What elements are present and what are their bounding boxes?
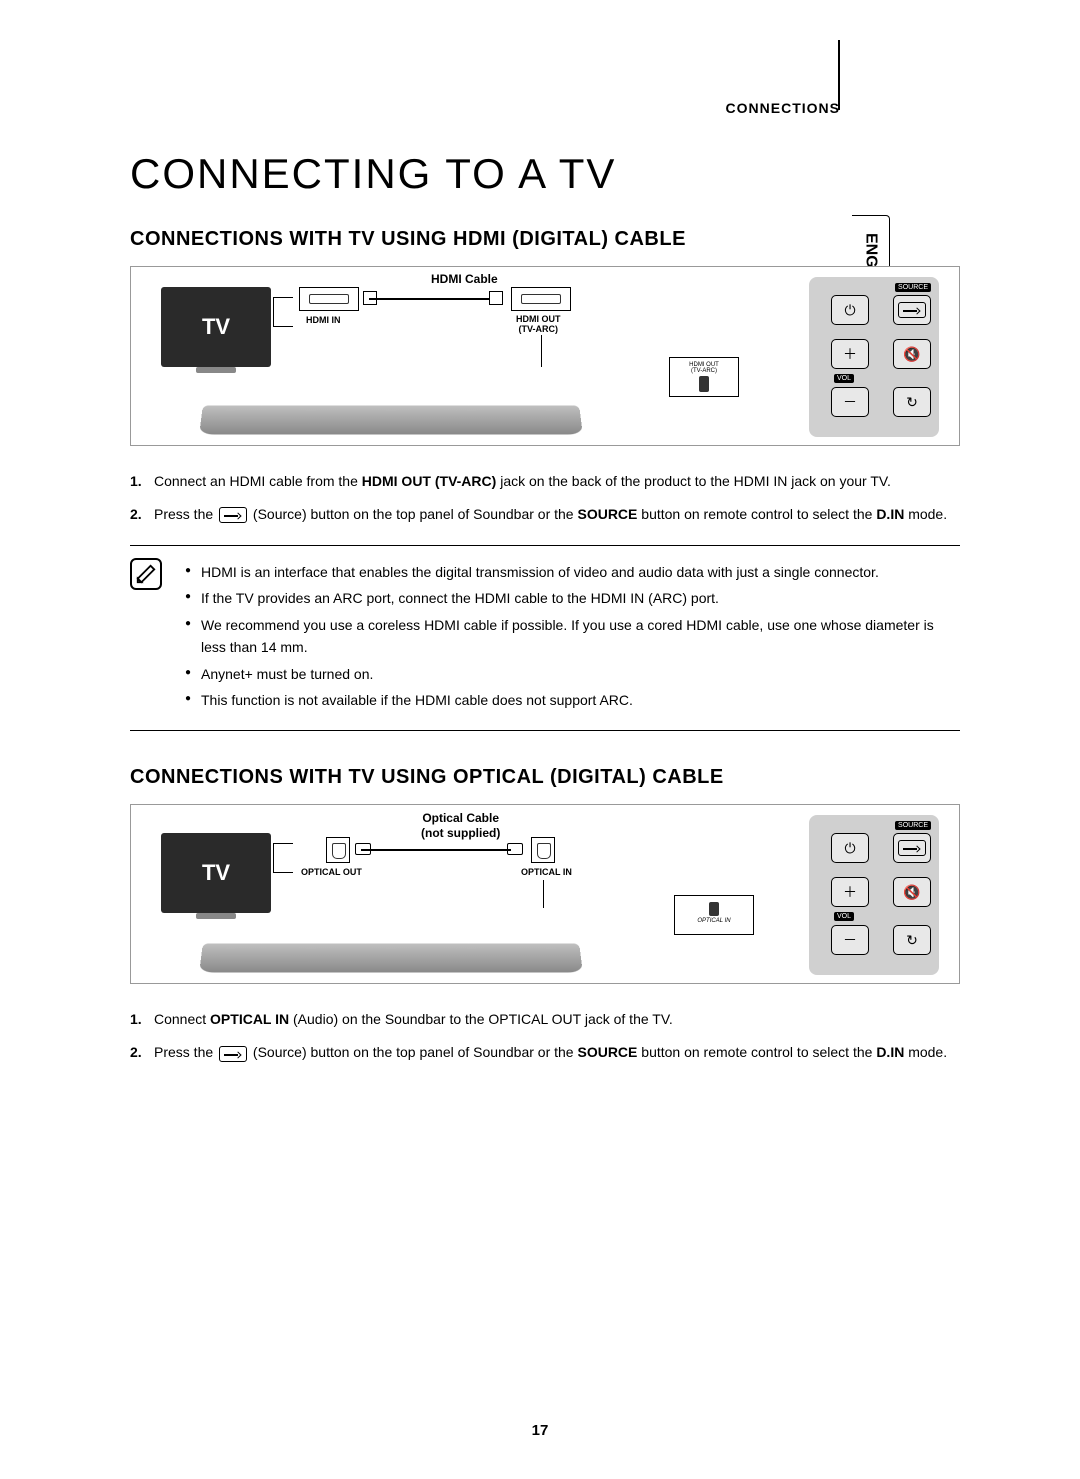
section1-heading: CONNECTIONS WITH TV USING HDMI (DIGITAL)…: [130, 228, 960, 251]
step-text: Press the (Source) button on the top pan…: [154, 1042, 960, 1063]
tv-icon: TV: [161, 833, 271, 913]
vol-label: VOL: [834, 912, 854, 921]
vol-down-icon: －: [831, 387, 869, 417]
page-title: CONNECTING TO A TV: [130, 150, 960, 198]
step-number: 2.: [130, 1042, 154, 1063]
optical-cable-label: Optical Cable (not supplied): [421, 811, 500, 840]
hdmi-connector-left: [363, 291, 377, 305]
note-section: HDMI is an interface that enables the di…: [130, 545, 960, 731]
cable-line: [361, 849, 511, 851]
power-button-icon: ⏻: [831, 833, 869, 863]
callout-line: [273, 297, 293, 327]
optical-diagram: TV OPTICAL OUT Optical Cable (not suppli…: [130, 804, 960, 984]
source-button-icon: [893, 833, 931, 863]
source-icon: [219, 507, 247, 523]
note-item: HDMI is an interface that enables the di…: [185, 561, 960, 583]
step-text: Connect OPTICAL IN (Audio) on the Soundb…: [154, 1009, 960, 1030]
note-item: Anynet+ must be turned on.: [185, 663, 960, 685]
mute-icon: 🔇: [893, 339, 931, 369]
optical-in-label: OPTICAL IN: [521, 867, 572, 877]
pointer-line: [543, 880, 544, 908]
section2-steps: 1. Connect OPTICAL IN (Audio) on the Sou…: [130, 1009, 960, 1063]
source-label: SOURCE: [895, 821, 931, 830]
section2-heading: CONNECTIONS WITH TV USING OPTICAL (DIGIT…: [130, 766, 960, 789]
soundbar-optical-port: OPTICAL IN: [674, 895, 754, 935]
source-label: SOURCE: [895, 283, 931, 292]
step-item: 2. Press the (Source) button on the top …: [130, 1042, 960, 1063]
source-button-icon: [893, 295, 931, 325]
step-item: 1. Connect OPTICAL IN (Audio) on the Sou…: [130, 1009, 960, 1030]
step-text: Connect an HDMI cable from the HDMI OUT …: [154, 471, 960, 492]
cable-line: [369, 298, 489, 300]
note-item: This function is not available if the HD…: [185, 689, 960, 711]
tv-icon: TV: [161, 287, 271, 367]
source-icon: [219, 1046, 247, 1062]
hdmi-in-port: [299, 287, 359, 311]
hdmi-out-label: HDMI OUT (TV-ARC): [516, 315, 561, 335]
vol-up-icon: ＋: [831, 339, 869, 369]
language-label: ENG: [862, 233, 880, 268]
section-label: CONNECTIONS: [726, 100, 840, 116]
note-item: If the TV provides an ARC port, connect …: [185, 587, 960, 609]
optical-connector-left: [355, 843, 371, 855]
tv-stand: [196, 913, 236, 919]
hdmi-out-port: [511, 287, 571, 311]
step-number: 1.: [130, 1009, 154, 1030]
hdmi-connector-right: [489, 291, 503, 305]
remote-panel: SOURCE ⏻ ＋ 🔇 VOL － ↻: [809, 277, 939, 437]
remote-panel: SOURCE ⏻ ＋ 🔇 VOL － ↻: [809, 815, 939, 975]
section1-steps: 1. Connect an HDMI cable from the HDMI O…: [130, 471, 960, 525]
optical-out-port: [326, 837, 350, 863]
pencil-note-icon: [130, 558, 162, 590]
callout-line: [273, 843, 293, 873]
hdmi-cable-label: HDMI Cable: [431, 272, 498, 286]
power-button-icon: ⏻: [831, 295, 869, 325]
note-item: We recommend you use a coreless HDMI cab…: [185, 614, 960, 659]
optical-out-label: OPTICAL OUT: [301, 867, 362, 877]
repeat-icon: ↻: [893, 925, 931, 955]
step-number: 1.: [130, 471, 154, 492]
step-number: 2.: [130, 504, 154, 525]
optical-in-port: [531, 837, 555, 863]
vol-up-icon: ＋: [831, 877, 869, 907]
hdmi-diagram: TV HDMI IN HDMI Cable HDMI OUT (TV-ARC) …: [130, 266, 960, 446]
soundbar-hdmi-port: HDMI OUT (TV-ARC): [669, 357, 739, 397]
hdmi-in-label: HDMI IN: [306, 315, 341, 325]
mute-icon: 🔇: [893, 877, 931, 907]
soundbar-icon: [199, 944, 583, 973]
vol-label: VOL: [834, 374, 854, 383]
step-text: Press the (Source) button on the top pan…: [154, 504, 960, 525]
repeat-icon: ↻: [893, 387, 931, 417]
vol-down-icon: －: [831, 925, 869, 955]
soundbar-icon: [199, 406, 583, 435]
tv-stand: [196, 367, 236, 373]
optical-connector-right: [507, 843, 523, 855]
page-number: 17: [532, 1422, 549, 1439]
pointer-line: [541, 335, 542, 367]
step-item: 2. Press the (Source) button on the top …: [130, 504, 960, 525]
step-item: 1. Connect an HDMI cable from the HDMI O…: [130, 471, 960, 492]
